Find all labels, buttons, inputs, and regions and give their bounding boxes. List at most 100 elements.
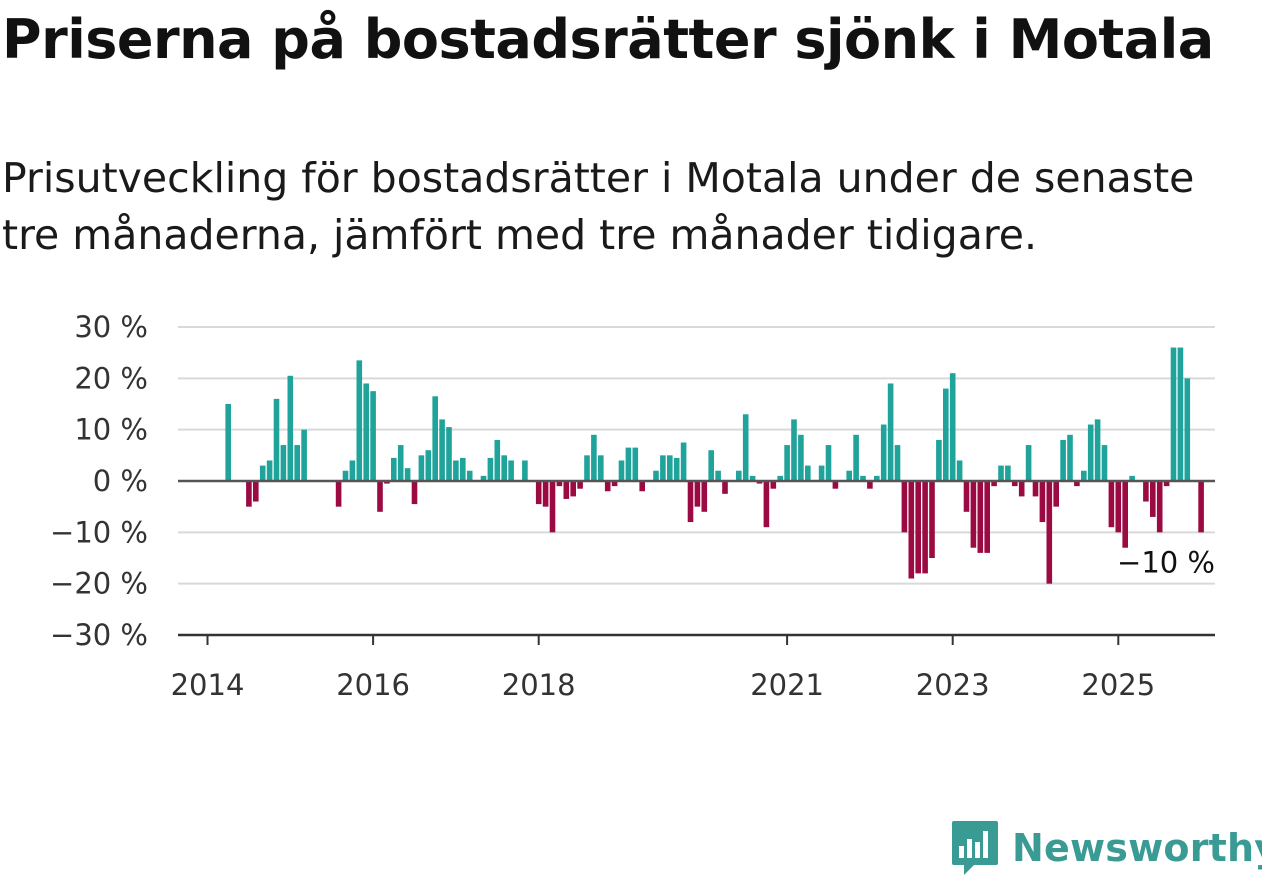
bar: [846, 470, 852, 481]
bar: [618, 460, 625, 481]
bar: [625, 447, 632, 481]
bar: [991, 481, 997, 487]
bar: [604, 481, 611, 492]
bar: [494, 439, 501, 481]
bar: [687, 481, 694, 523]
bar: [1046, 481, 1053, 584]
bar: [1108, 481, 1115, 528]
bar: [825, 445, 832, 481]
bar: [715, 470, 721, 481]
bar: [1101, 445, 1108, 481]
bar: [784, 445, 790, 481]
bar: [853, 434, 859, 481]
bar: [466, 470, 473, 481]
bar: [777, 475, 783, 481]
bar: [570, 481, 576, 497]
bar: [860, 475, 866, 481]
bar: [591, 434, 597, 481]
y-tick-label: 20 %: [74, 361, 148, 395]
bar: [266, 460, 273, 481]
chart-title: Priserna på bostadsrätter sjönk i Motala: [2, 8, 1214, 71]
bar: [929, 481, 935, 558]
bar: [535, 481, 542, 505]
y-tick-label: 30 %: [74, 310, 148, 344]
bar: [673, 457, 680, 481]
y-tick-label: 0 %: [93, 464, 148, 498]
bar: [770, 481, 777, 489]
bar: [791, 419, 797, 481]
y-tick-label: −30 %: [50, 618, 148, 652]
bar: [1170, 347, 1177, 481]
bars: [225, 347, 1204, 584]
bar: [1018, 481, 1025, 497]
y-axis-ticks: 30 % 20 % 10 % 0 % −10 % −20 % −30 %: [50, 310, 148, 652]
bar: [259, 465, 266, 481]
bar: [749, 475, 756, 481]
bar: [936, 439, 942, 481]
bar: [377, 481, 383, 512]
bar: [1074, 481, 1080, 487]
bar: [660, 455, 666, 481]
bar: [867, 481, 873, 489]
bar: [943, 388, 949, 481]
bar: [356, 360, 363, 481]
bar: [998, 465, 1004, 481]
bar: [1087, 424, 1094, 481]
x-tick-label: 2021: [750, 668, 824, 702]
bar: [1025, 445, 1032, 481]
bar: [667, 455, 673, 481]
bar: [1184, 378, 1191, 481]
bar: [425, 450, 432, 481]
bar: [404, 468, 411, 481]
bar: [1115, 481, 1122, 533]
bar: [246, 481, 252, 507]
bar: [577, 481, 583, 489]
grid-lines: [178, 326, 1215, 585]
bar: [556, 481, 563, 487]
bar: [915, 481, 921, 574]
bar: [639, 481, 645, 492]
bar: [887, 383, 894, 481]
bar: [411, 481, 418, 505]
bar: [680, 442, 687, 481]
chart-subtitle: Prisutveckling för bostadsrätter i Motal…: [2, 154, 1195, 259]
bar: [1143, 481, 1149, 502]
x-tick-label: 2023: [916, 668, 990, 702]
bar: [922, 481, 928, 574]
bar: [487, 457, 494, 481]
bar: [273, 398, 280, 481]
bar: [1198, 481, 1204, 533]
bar-chart: 30 %20 %10 %0 %−10 %−20 %−30 % 2014 2016 2…: [50, 310, 1215, 702]
bar: [391, 457, 397, 481]
bar: [894, 445, 901, 481]
bar: [818, 465, 825, 481]
bar: [349, 460, 356, 481]
x-tick-label: 2018: [502, 668, 576, 702]
x-tick-label: 2025: [1081, 668, 1155, 702]
bar: [370, 391, 376, 481]
bar: [480, 475, 487, 481]
bar: [342, 470, 349, 481]
x-axis: 2014 2016 2018 2021 2023 2025: [171, 479, 1215, 702]
bar: [1053, 481, 1059, 507]
bar: [446, 427, 452, 481]
y-tick-label: −20 %: [50, 567, 148, 601]
bar: [397, 445, 404, 481]
bar: [949, 373, 956, 481]
bar: [418, 455, 425, 481]
bar: [694, 481, 701, 507]
bar: [301, 429, 307, 481]
bar: [542, 481, 549, 507]
bar: [1032, 481, 1039, 497]
bar: [1012, 481, 1018, 487]
bar: [335, 481, 342, 507]
bar: [253, 481, 259, 502]
bar: [763, 481, 770, 528]
bar: [956, 460, 963, 481]
bar: [611, 481, 618, 487]
bar: [439, 419, 445, 481]
bar: [901, 481, 908, 533]
bar: [1156, 481, 1163, 533]
bar: [432, 396, 438, 481]
bar: [1177, 347, 1184, 481]
